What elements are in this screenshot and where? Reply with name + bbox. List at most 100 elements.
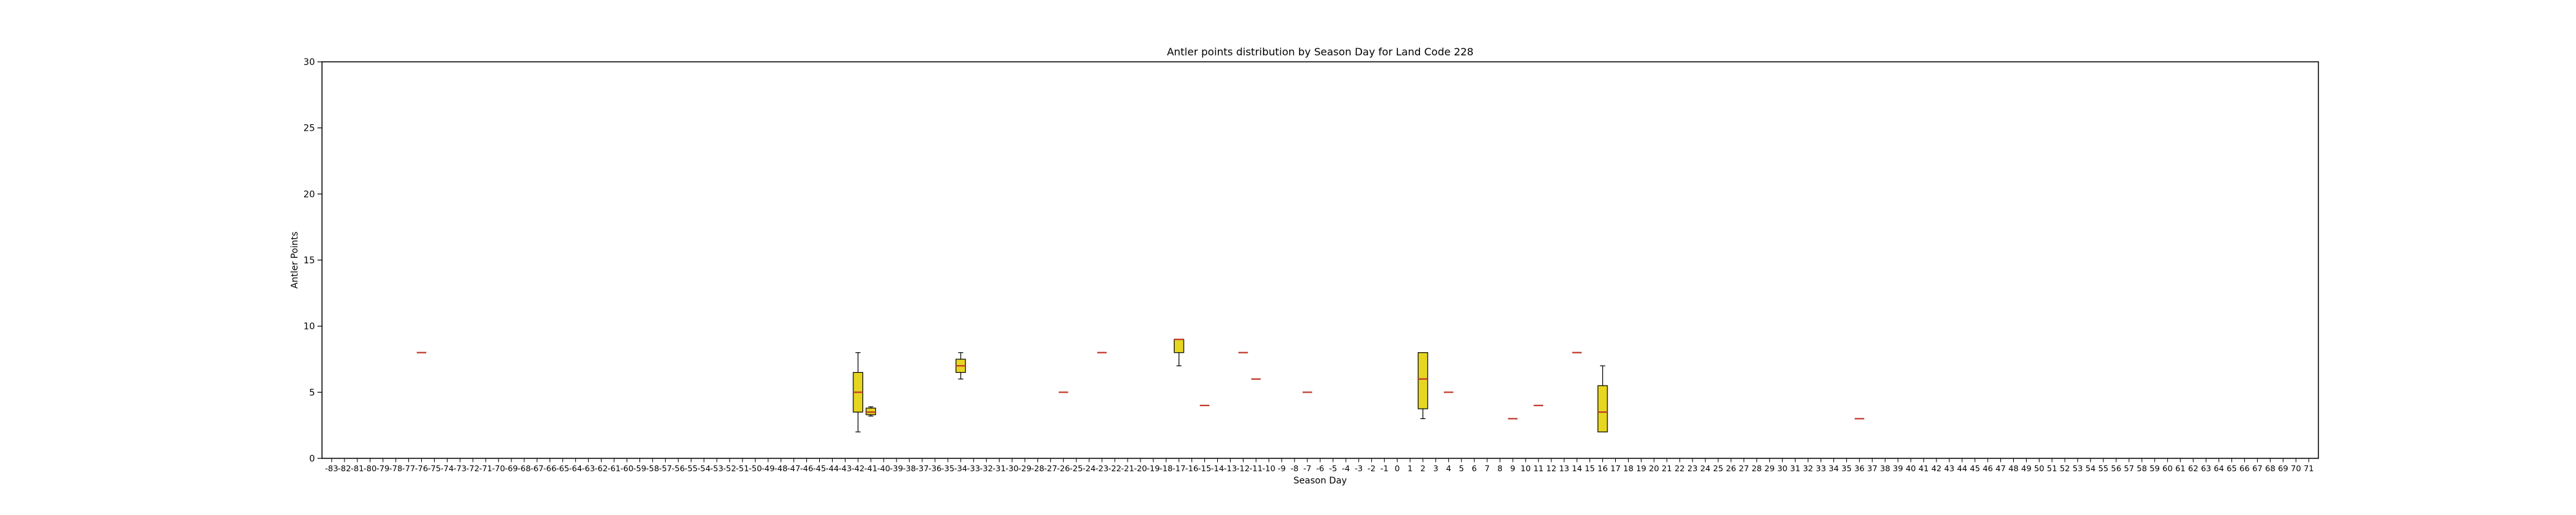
- x-tick-label: -61: [607, 464, 620, 473]
- x-tick-label: -42: [851, 464, 864, 473]
- x-tick-label: 48: [2009, 464, 2019, 473]
- x-tick-label: -19: [1147, 464, 1160, 473]
- x-tick-label: 12: [1546, 464, 1557, 473]
- x-tick-label: -77: [402, 464, 415, 473]
- chart-title: Antler points distribution by Season Day…: [1167, 46, 1473, 58]
- x-tick-label: -76: [415, 464, 428, 473]
- x-tick-label: -41: [864, 464, 877, 473]
- x-tick-label: 19: [1636, 464, 1646, 473]
- x-tick-label: -37: [916, 464, 929, 473]
- x-tick-label: -30: [1005, 464, 1018, 473]
- box-iqr: [1597, 385, 1608, 433]
- x-tick-label: 44: [1957, 464, 1967, 473]
- x-tick-label: 67: [2252, 464, 2262, 473]
- x-tick-label: -71: [479, 464, 492, 473]
- x-tick-label: -67: [531, 464, 544, 473]
- x-tick-label: -7: [1303, 464, 1311, 473]
- x-tick-label: 43: [1944, 464, 1955, 473]
- x-tick-label: 31: [1790, 464, 1801, 473]
- x-tick-label: -56: [672, 464, 685, 473]
- x-tick-label: 28: [1752, 464, 1762, 473]
- x-tick-label: -1: [1380, 464, 1388, 473]
- box-day--17: [1173, 339, 1184, 366]
- x-tick-label: -75: [428, 464, 440, 473]
- x-tick-label: 13: [1559, 464, 1569, 473]
- x-tick-label: 46: [1983, 464, 1993, 473]
- x-tick-label: 15: [1585, 464, 1595, 473]
- x-tick-label: -49: [762, 464, 775, 473]
- x-tick-label: -5: [1329, 464, 1337, 473]
- x-tick-label: 24: [1700, 464, 1710, 473]
- x-tick-label: 11: [1533, 464, 1544, 473]
- x-tick-label: 53: [2072, 464, 2083, 473]
- x-tick-label: -18: [1160, 464, 1173, 473]
- y-tick-label: 30: [303, 57, 315, 68]
- y-tick-label: 20: [303, 189, 315, 200]
- x-tick-label: 20: [1649, 464, 1659, 473]
- x-tick-label: -8: [1291, 464, 1299, 473]
- x-tick-label: 8: [1497, 464, 1502, 473]
- x-tick-label: -40: [877, 464, 890, 473]
- x-tick-label: -27: [1044, 464, 1057, 473]
- x-tick-label: 52: [2060, 464, 2070, 473]
- x-tick-label: 0: [1395, 464, 1400, 473]
- x-tick-label: -39: [890, 464, 903, 473]
- x-tick-label: -12: [1236, 464, 1249, 473]
- x-tick-label: -51: [736, 464, 749, 473]
- x-tick-label: 29: [1765, 464, 1775, 473]
- x-tick-label: 16: [1598, 464, 1608, 473]
- x-tick-label: 50: [2034, 464, 2044, 473]
- x-tick-label: 65: [2226, 464, 2237, 473]
- x-tick-label: -15: [1198, 464, 1211, 473]
- box-day-16: [1597, 365, 1608, 433]
- x-tick-label: -73: [453, 464, 466, 473]
- x-tick-label: -50: [749, 464, 762, 473]
- x-tick-label: 9: [1510, 464, 1515, 473]
- x-tick-label: 14: [1572, 464, 1582, 473]
- y-tick-label: 15: [303, 256, 315, 266]
- x-tick-label: 51: [2047, 464, 2057, 473]
- x-tick-label: -83: [325, 464, 338, 473]
- x-tick-label: 57: [2124, 464, 2134, 473]
- x-tick-label: 18: [1624, 464, 1634, 473]
- x-tick-label: 69: [2278, 464, 2288, 473]
- x-tick-label: -28: [1031, 464, 1044, 473]
- x-tick-label: -78: [389, 464, 402, 473]
- x-tick-label: -36: [929, 464, 942, 473]
- x-tick-label: -53: [710, 464, 723, 473]
- x-tick-label: -25: [1070, 464, 1083, 473]
- x-tick-label: 40: [1906, 464, 1916, 473]
- x-tick-label: -68: [518, 464, 531, 473]
- x-tick-label: 56: [2111, 464, 2121, 473]
- x-tick-label: 39: [1893, 464, 1903, 473]
- x-tick-label: 22: [1674, 464, 1685, 473]
- x-tick-label: 3: [1433, 464, 1438, 473]
- x-tick-label: -60: [620, 464, 633, 473]
- x-tick-label: -70: [492, 464, 505, 473]
- x-tick-label: -47: [787, 464, 800, 473]
- x-tick-label: 68: [2265, 464, 2275, 473]
- x-tick-label: -55: [685, 464, 697, 473]
- x-tick-label: 36: [1854, 464, 1864, 473]
- x-tick-label: 59: [2150, 464, 2160, 473]
- x-tick-label: 41: [1918, 464, 1929, 473]
- x-tick-label: 55: [2098, 464, 2108, 473]
- x-tick-label: -17: [1172, 464, 1185, 473]
- box-day--41: [866, 406, 876, 417]
- x-tick-label: 26: [1726, 464, 1736, 473]
- x-tick-label: -65: [556, 464, 569, 473]
- x-tick-label: -33: [967, 464, 980, 473]
- x-tick-label: 6: [1472, 464, 1477, 473]
- box-series: [417, 339, 1864, 433]
- box-iqr: [1173, 339, 1184, 353]
- x-tick-label: -24: [1083, 464, 1095, 473]
- y-tick-label: 25: [303, 124, 315, 134]
- x-tick-label: -10: [1262, 464, 1275, 473]
- x-tick-label: -44: [826, 464, 838, 473]
- x-tick-label: -54: [697, 464, 710, 473]
- x-tick-label: -35: [942, 464, 954, 473]
- x-tick-label: -11: [1249, 464, 1262, 473]
- x-tick-label: -43: [838, 464, 851, 473]
- y-tick-label: 5: [309, 388, 315, 398]
